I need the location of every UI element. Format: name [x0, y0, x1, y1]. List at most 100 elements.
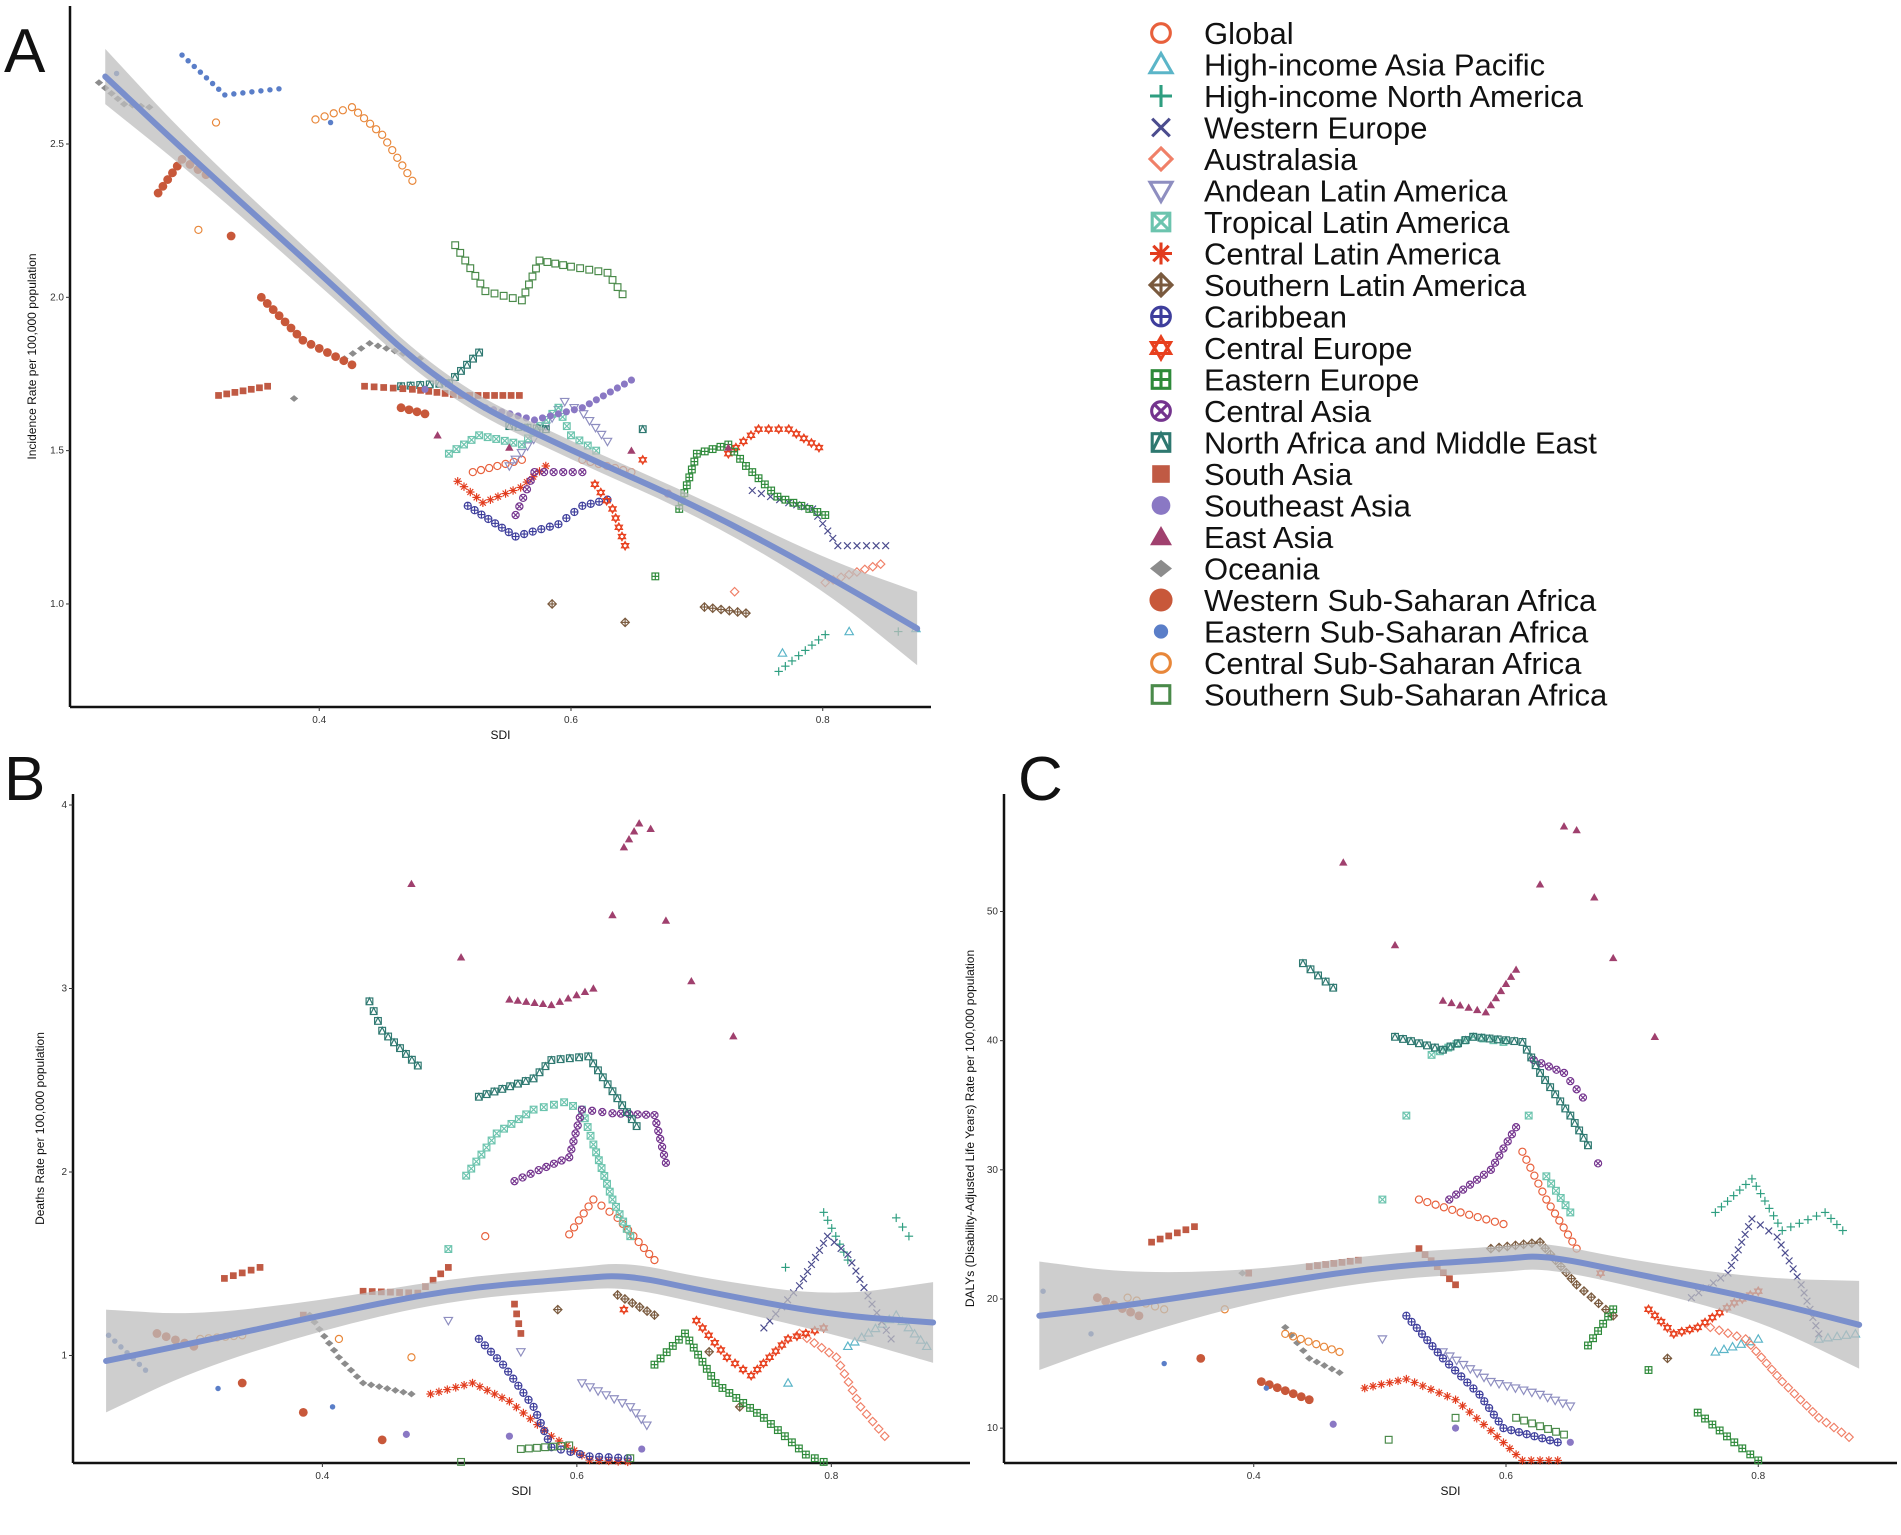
data-point-interp [412, 407, 422, 417]
legend-label: Central Sub-Saharan Africa [1204, 646, 1582, 681]
series-caribbean [1402, 1311, 1562, 1447]
data-point-interp [1319, 1342, 1329, 1351]
data-point-interp [486, 1347, 496, 1356]
data-point-interp [185, 58, 191, 64]
legend-item-central-asia: Central Asia [1150, 394, 1372, 429]
data-point [1518, 1037, 1527, 1046]
data-point-interp [1801, 1400, 1812, 1411]
data-point [619, 843, 629, 851]
y-tick-label: 40 [987, 1036, 999, 1047]
data-point-interp [1473, 1212, 1482, 1222]
data-point-interp [1527, 1052, 1536, 1062]
data-point [843, 626, 855, 636]
data-point-interp [697, 1322, 708, 1334]
data-point-interp [536, 1418, 545, 1428]
data-point-interp [567, 1145, 576, 1154]
data-point [1566, 1438, 1574, 1446]
data-point-interp [1531, 1060, 1540, 1070]
data-point-interp [848, 1259, 856, 1267]
data-point-interp [1426, 1385, 1436, 1394]
data-point [1778, 1226, 1787, 1235]
series-central-latin-america [420, 409, 551, 507]
legend-symbol-icon [1150, 85, 1172, 107]
data-point [515, 1348, 527, 1358]
data-point-interp [1480, 1397, 1489, 1406]
data-point [729, 1032, 738, 1040]
data-point-interp [867, 1416, 878, 1427]
data-point-interp [498, 1084, 507, 1093]
data-point [691, 1315, 702, 1326]
confidence-band [105, 48, 918, 666]
data-point-interp [1443, 1392, 1452, 1401]
data-point-interp [818, 519, 827, 528]
data-point [1191, 1223, 1198, 1231]
data-point [1512, 1413, 1521, 1422]
data-point-interp [1173, 1229, 1181, 1237]
data-point-interp [839, 1368, 850, 1379]
data-point-interp [656, 1354, 665, 1363]
data-point [578, 404, 586, 412]
data-point-interp [477, 1150, 486, 1159]
data-point-interp [1765, 1204, 1774, 1213]
data-point-interp [467, 435, 476, 444]
legend-item-high-income-north-america: High-income North America [1150, 79, 1584, 114]
data-point-interp [1514, 1428, 1524, 1437]
data-point-interp [754, 474, 763, 483]
data-point [565, 1153, 574, 1162]
data-point-interp [622, 1224, 631, 1233]
data-point [881, 541, 890, 550]
data-point-interp [1579, 1133, 1588, 1142]
data-point-interp [509, 1374, 518, 1383]
data-point-interp [1450, 1366, 1460, 1375]
data-point-interp [389, 384, 397, 392]
data-point-interp [1538, 1434, 1547, 1443]
data-point-interp [716, 604, 727, 615]
data-point-interp [492, 435, 501, 443]
data-point-interp [490, 1389, 499, 1399]
data-point-interp [1526, 1388, 1538, 1398]
data-point-interp [501, 459, 510, 469]
data-point [641, 1421, 653, 1431]
data-point-interp [662, 1348, 671, 1357]
data-point-interp [1454, 1038, 1463, 1048]
data-point-interp [584, 1383, 596, 1393]
data-point-interp [1751, 1346, 1762, 1357]
data-point [650, 1110, 659, 1120]
data-point-interp [540, 1426, 549, 1436]
data-point [511, 510, 520, 520]
data-point [529, 1073, 538, 1083]
data-point [821, 511, 830, 519]
data-point-interp [1589, 1334, 1597, 1343]
data-point [612, 1289, 623, 1300]
data-point [608, 1109, 617, 1118]
data-point-interp [499, 392, 507, 399]
data-point-interp [475, 1382, 485, 1391]
data-point-interp [807, 640, 817, 650]
legend-item-southeast-asia: Southeast Asia [1151, 489, 1412, 524]
data-point-interp [1677, 1326, 1687, 1338]
data-point-interp [702, 1364, 711, 1373]
data-point-interp [1752, 1182, 1761, 1191]
data-point-interp [837, 1244, 845, 1253]
legend-label: Global [1204, 16, 1294, 51]
data-point-interp [1477, 1032, 1486, 1042]
data-point-interp [1496, 986, 1506, 995]
data-point-interp [485, 463, 494, 473]
data-point-interp [1795, 1394, 1806, 1405]
data-point-interp [1729, 1191, 1738, 1200]
data-point-interp [353, 108, 363, 117]
data-point-interp [732, 1393, 741, 1402]
data-point [1339, 858, 1348, 866]
series-high-income-north-america [781, 1208, 914, 1272]
data-point-interp [1296, 1334, 1305, 1344]
data-point [704, 1346, 715, 1357]
data-point-interp [716, 442, 725, 451]
data-point [444, 449, 453, 458]
data-point-interp [617, 531, 627, 542]
data-point [1451, 1413, 1460, 1422]
data-point [1281, 1324, 1290, 1331]
data-point [456, 953, 466, 961]
data-point [1305, 1355, 1314, 1362]
data-point [879, 1431, 890, 1442]
data-point-interp [163, 175, 173, 184]
